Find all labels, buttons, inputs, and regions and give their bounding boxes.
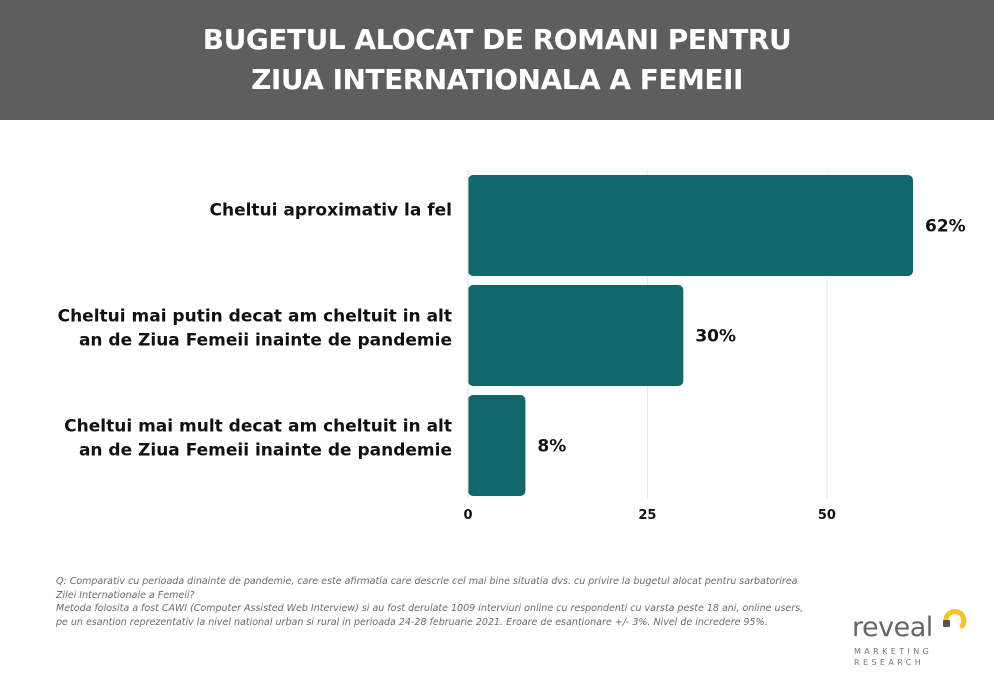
bar-chart: 62% Cheltui aproximativ la fel 30% Cheltui … bbox=[58, 170, 966, 523]
value-label-1: 30% bbox=[695, 327, 736, 347]
chart-title-line1: BUGETUL ALOCAT DE ROMANI PENTRU bbox=[202, 23, 792, 56]
footnote-method-cont: pe un esantion reprezentativ la nivel na… bbox=[56, 616, 768, 628]
logo-mark-icon bbox=[943, 609, 967, 629]
bar-2 bbox=[468, 395, 526, 496]
chart-title-line2: ZIUA INTERNATIONALA A FEMEII bbox=[251, 63, 743, 96]
footnote-method: Metoda folosita a fost CAWI (Computer As… bbox=[56, 603, 804, 614]
category-label-0-0: Cheltui aproximativ la fel bbox=[209, 201, 452, 221]
footnote: Q: Comparativ cu perioada dinainte de pa… bbox=[56, 575, 836, 629]
bar-1 bbox=[468, 285, 684, 386]
tick-label-50: 50 bbox=[818, 508, 836, 523]
category-label-2-1: an de Ziua Femeii inainte de pandemie bbox=[79, 441, 452, 461]
logo-sub-research: RESEARCH bbox=[854, 658, 925, 667]
logo-wordmark: reveal bbox=[852, 612, 933, 643]
footnote-question: Q: Comparativ cu perioada dinainte de pa… bbox=[56, 576, 798, 587]
bar-0 bbox=[468, 175, 913, 276]
value-label-2: 8% bbox=[537, 437, 566, 457]
header-banner: BUGETUL ALOCAT DE ROMANI PENTRU ZIUA INT… bbox=[0, 0, 994, 120]
value-label-0: 62% bbox=[925, 217, 966, 237]
footnote-question-cont: Zilei Internationale a Femeii? bbox=[56, 589, 195, 601]
logo-sub-marketing: MARKETING bbox=[854, 647, 933, 656]
category-label-1-0: Cheltui mai putin decat am cheltuit in a… bbox=[58, 307, 452, 327]
category-label-1-1: an de Ziua Femeii inainte de pandemie bbox=[79, 331, 452, 351]
tick-label-25: 25 bbox=[638, 508, 656, 523]
category-label-2-0: Cheltui mai mult decat am cheltuit in al… bbox=[64, 417, 452, 437]
reveal-logo: reveal MARKETING RESEARCH bbox=[848, 606, 978, 672]
tick-label-0: 0 bbox=[463, 508, 472, 523]
